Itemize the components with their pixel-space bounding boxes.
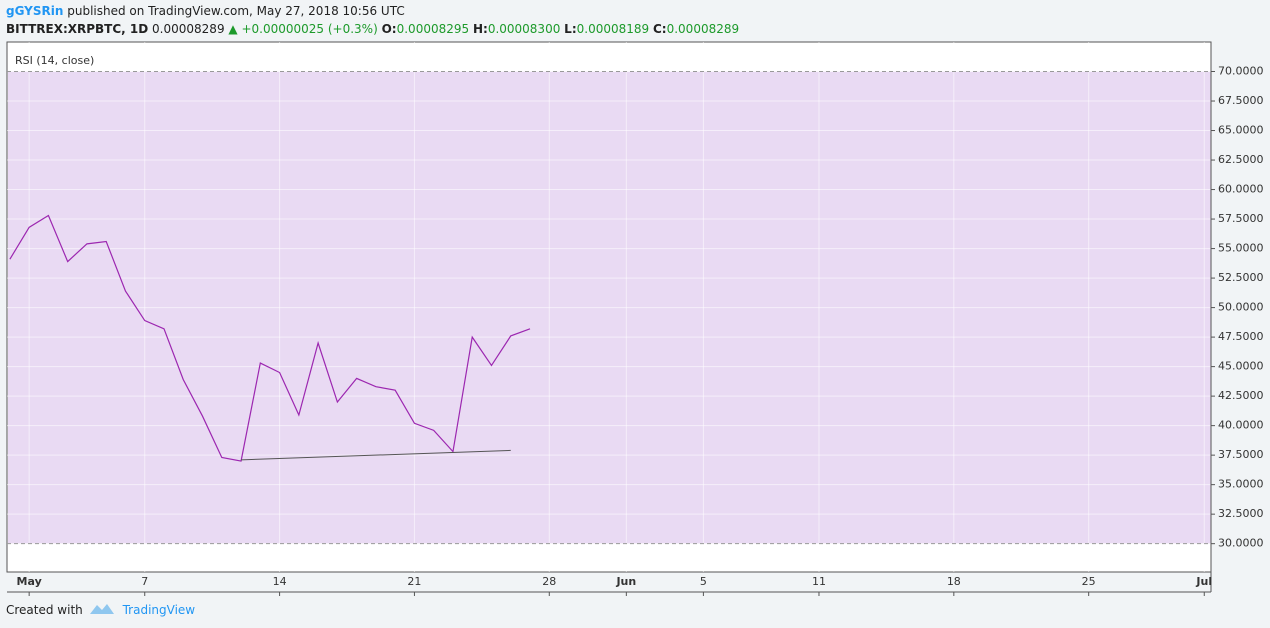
x-tick-label: 18 [947,575,961,588]
x-tick-label: 25 [1082,575,1096,588]
y-tick-label: 67.5000 [1218,94,1264,107]
indicator-label: RSI (14, close) [15,54,94,67]
y-tick-label: 65.0000 [1218,124,1264,137]
x-tick-label: Jul [1195,575,1212,588]
y-tick-label: 42.5000 [1218,389,1264,402]
x-tick-label: Jun [615,575,636,588]
ohlc-label: O: [381,22,397,36]
ohlc-value: 0.00008300 [487,22,561,36]
y-tick-label: 40.0000 [1218,419,1264,432]
logo [90,604,114,614]
y-tick-label: 52.5000 [1218,271,1264,284]
y-tick-label: 30.0000 [1218,537,1264,550]
x-tick-label: 5 [700,575,707,588]
ohlc-label: C: [652,22,667,36]
x-tick-label: 21 [407,575,421,588]
footer: Created with TradingView [6,603,195,617]
y-tick-label: 70.0000 [1218,65,1264,78]
header-line: BITTREX:XRPBTC, 1D 0.00008289 ▲ +0.00000… [6,22,739,36]
y-tick-label: 60.0000 [1218,183,1264,196]
chart: RSI (14, close) 30.0000 32.5000 35.0000 37.… [6,41,1264,596]
change: +0.00000025 (+0.3%) [241,22,378,36]
ohlc-label: L: [564,22,577,36]
ohlc: O:0.00008295 H:0.00008300 L:0.00008189 C… [382,22,740,36]
arrow: ▲ [228,22,238,36]
ohlc-value: 0.00008189 [576,22,650,36]
y-tick-label: 57.5000 [1218,212,1264,225]
x-tick-label: 11 [812,575,826,588]
y-tick-label: 55.0000 [1218,242,1264,255]
header-line: gGYSRin published on TradingView.com, Ma… [6,4,405,18]
y-tick-label: 50.0000 [1218,301,1264,314]
y-tick-label: 45.0000 [1218,360,1264,373]
ohlc-value: 0.00008295 [396,22,470,36]
author[interactable]: gGYSRin [6,4,64,18]
y-tick-label: 37.5000 [1218,448,1264,461]
x-tick-label: 7 [141,575,148,588]
rsi-line [9,214,531,462]
y-tick-label: 47.5000 [1218,330,1264,343]
created-with: Created with [6,603,83,617]
x-tick-label: 28 [542,575,556,588]
y-tick-label: 32.5000 [1218,507,1264,520]
ohlc-value: 0.00008289 [666,22,740,36]
last-price: 0.00008289 [152,22,225,36]
brand[interactable]: TradingView [122,603,196,617]
y-tick-label: 62.5000 [1218,153,1264,166]
trendline [241,449,511,461]
y-tick-label: 35.0000 [1218,478,1264,491]
ohlc-label: H: [472,22,488,36]
published: published on TradingView.com, May 27, 20… [67,4,405,18]
x-tick-label: May [17,575,42,588]
symbol: BITTREX:XRPBTC, 1D [6,22,149,36]
x-tick-label: 14 [273,575,287,588]
